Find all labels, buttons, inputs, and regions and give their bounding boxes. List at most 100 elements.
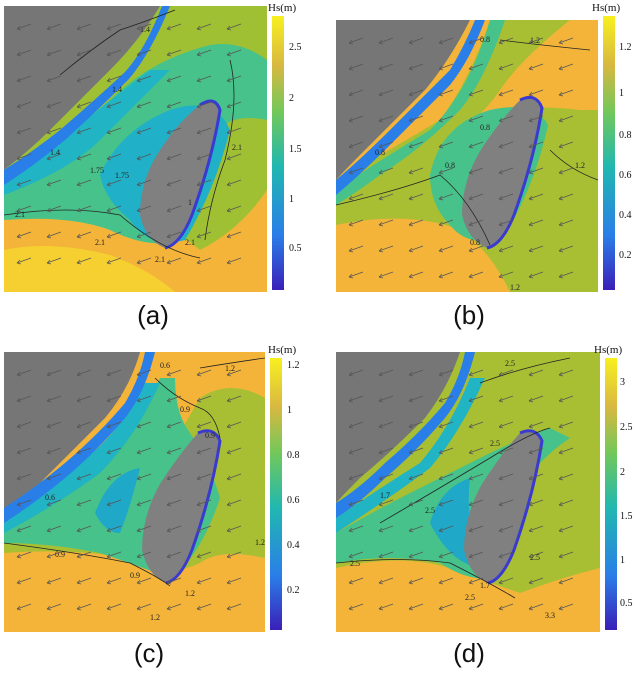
wind-arrow-head	[378, 91, 384, 97]
wind-arrow-head	[558, 221, 564, 227]
map-a: 1.4 1.4 2.1 1.75 1.4 2.1 2.1 2.1 1 1.75 …	[3, 2, 302, 292]
wind-arrow	[196, 395, 212, 402]
wind-arrow	[468, 37, 484, 44]
wind-arrow	[378, 551, 394, 558]
wind-arrow-head	[348, 91, 354, 97]
wind-arrow	[226, 101, 242, 108]
wind-arrow-head	[76, 397, 82, 403]
colorbar-tick: 0.5	[620, 598, 633, 609]
wind-arrow	[106, 499, 122, 506]
contour-label: 1.2	[225, 364, 235, 373]
wind-arrow-head	[558, 475, 564, 481]
contour-d-3	[479, 357, 571, 384]
wind-arrow-head	[196, 103, 202, 109]
wind-arrow	[16, 231, 32, 238]
wind-arrow	[498, 473, 514, 480]
wind-arrow-head	[226, 579, 232, 585]
wind-arrow	[16, 369, 32, 376]
wind-arrow-head	[528, 247, 534, 253]
wind-arrow-head	[76, 423, 82, 429]
contour-label: 1.2	[150, 613, 160, 622]
wind-arrow	[408, 369, 424, 376]
wind-arrow-head	[16, 371, 22, 377]
wind-arrow	[106, 205, 122, 212]
contour-d-2	[335, 559, 516, 599]
wind-arrow	[408, 245, 424, 252]
wind-arrow-head	[378, 65, 384, 71]
wind-arrow	[348, 271, 364, 278]
wind-arrow-head	[16, 527, 22, 533]
wind-arrow-head	[498, 397, 504, 403]
wind-arrow-head	[378, 449, 384, 455]
contour-label: 2.5	[350, 559, 360, 568]
wind-arrow-head	[76, 449, 82, 455]
wind-arrow	[378, 193, 394, 200]
wind-arrow	[196, 473, 212, 480]
wind-arrow-head	[348, 169, 354, 175]
colorbar-tick: 2	[289, 93, 294, 104]
wind-arrow-head	[76, 103, 82, 109]
wind-arrow-head	[46, 259, 52, 265]
wind-arrow-head	[196, 51, 202, 57]
wind-arrow	[498, 577, 514, 584]
wind-arrow	[16, 421, 32, 428]
wind-arrow	[438, 193, 454, 200]
wind-arrow-head	[378, 143, 384, 149]
wind-arrow	[166, 577, 182, 584]
wind-arrow	[408, 115, 424, 122]
wind-arrow-head	[528, 143, 534, 149]
wind-arrow	[16, 23, 32, 30]
wind-arrow	[16, 75, 32, 82]
wind-arrow	[378, 167, 394, 174]
wind-arrow	[106, 395, 122, 402]
wind-arrow-head	[136, 259, 142, 265]
wind-arrow-head	[226, 449, 232, 455]
wind-arrow-head	[348, 371, 354, 377]
wind-arrow	[378, 115, 394, 122]
wind-arrow-head	[46, 233, 52, 239]
wind-arrow-head	[226, 527, 232, 533]
wind-arrow-head	[106, 397, 112, 403]
wind-arrow	[558, 37, 574, 44]
panel-b: 0.8 1.2 0.8 0.8 1.2 0.8 0.8 1.2 Hs(m) 1.…	[320, 0, 640, 338]
wind-arrow	[408, 37, 424, 44]
wind-arrow-head	[348, 527, 354, 533]
wind-arrow-head	[76, 181, 82, 187]
wind-arrow-head	[226, 605, 232, 611]
wind-arrow-head	[46, 397, 52, 403]
wind-arrow-head	[408, 423, 414, 429]
wind-arrow	[226, 447, 242, 454]
wind-arrow-head	[528, 501, 534, 507]
wind-arrow-head	[378, 501, 384, 507]
wind-arrow	[408, 63, 424, 70]
wind-arrow-head	[468, 65, 474, 71]
wind-arrow	[76, 421, 92, 428]
wind-arrow-head	[558, 169, 564, 175]
wind-arrow-head	[16, 207, 22, 213]
wind-arrow-head	[166, 51, 172, 57]
wind-arrow-head	[76, 579, 82, 585]
wind-arrow-head	[226, 371, 232, 377]
wind-arrow-head	[528, 475, 534, 481]
wind-arrow-head	[226, 233, 232, 239]
wind-arrow-head	[46, 51, 52, 57]
wind-arrow	[166, 179, 182, 186]
colorbar-tick: 0.6	[619, 170, 632, 181]
wind-arrow-head	[76, 475, 82, 481]
wind-arrow-head	[468, 91, 474, 97]
wind-arrow-head	[226, 501, 232, 507]
wind-arrow-head	[166, 475, 172, 481]
wind-arrow	[46, 525, 62, 532]
wind-arrow-head	[16, 423, 22, 429]
wind-arrow	[196, 179, 212, 186]
wind-arrow-head	[226, 475, 232, 481]
wind-arrow-head	[528, 39, 534, 45]
wind-arrow	[196, 577, 212, 584]
wind-arrow-head	[106, 423, 112, 429]
wind-arrow	[46, 101, 62, 108]
wind-arrow-head	[106, 25, 112, 31]
wind-arrow	[226, 127, 242, 134]
wind-arrow	[378, 603, 394, 610]
colorbar-tick: 0.2	[619, 250, 632, 261]
wind-arrow-head	[136, 449, 142, 455]
